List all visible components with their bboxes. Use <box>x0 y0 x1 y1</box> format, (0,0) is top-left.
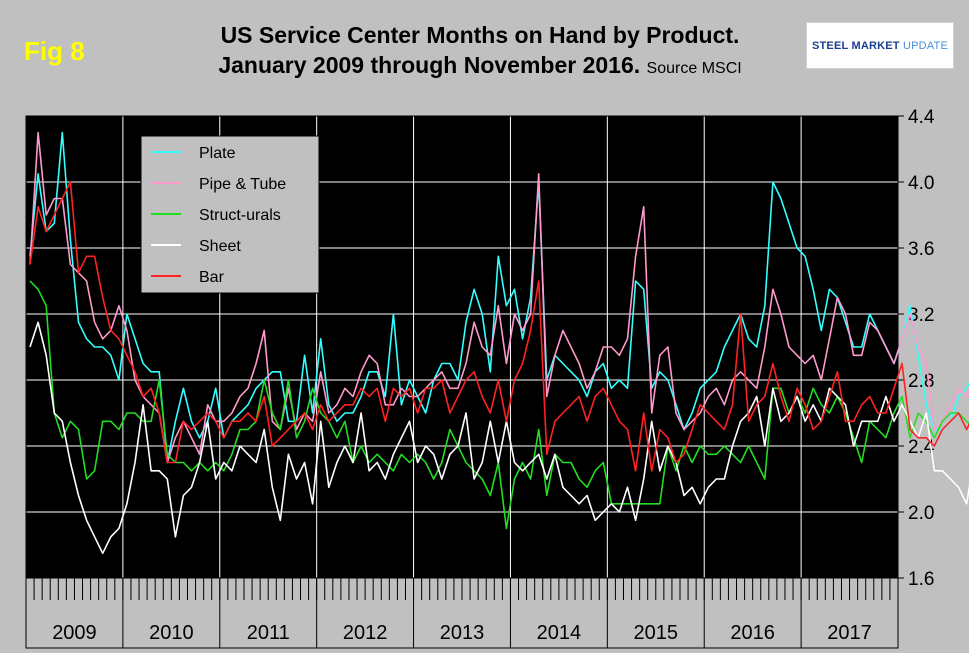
title-line-2: January 2009 through November 2016. Sour… <box>160 50 800 84</box>
figure-label: Fig 8 <box>24 36 85 66</box>
logo-text: STEEL MARKET UPDATE <box>812 40 948 52</box>
title-line-1: US Service Center Months on Hand by Prod… <box>220 22 740 48</box>
legend-label: Pipe & Tube <box>199 176 286 193</box>
y-tick-label: 4.0 <box>908 173 934 194</box>
x-tick-label: 2013 <box>440 622 485 644</box>
series-line-bar <box>29 181 969 472</box>
x-tick-label: 2010 <box>149 622 194 644</box>
x-tick-label: 2009 <box>52 622 97 644</box>
legend-label: Struct-urals <box>199 207 281 224</box>
legend-label: Bar <box>199 269 225 286</box>
title-date-range: January 2009 through November 2016. <box>218 52 641 78</box>
logo-text-part1: STEEL MARKET <box>811 39 900 52</box>
legend-label: Plate <box>199 145 236 162</box>
series-line-struct-urals <box>29 280 969 530</box>
series-line-pipe-tube <box>29 131 969 464</box>
y-tick-label: 4.4 <box>908 107 935 128</box>
series-line-sheet <box>29 321 969 555</box>
y-tick-label: 2.4 <box>908 437 935 458</box>
x-tick-label: 2012 <box>343 622 388 644</box>
plot-frame <box>25 115 899 579</box>
title-source: Source MSCI <box>646 60 742 77</box>
x-tick-label: 2016 <box>730 622 775 644</box>
y-tick-label: 1.6 <box>908 569 934 590</box>
chart-title: US Service Center Months on Hand by Prod… <box>160 20 800 84</box>
steel-market-update-logo: STEEL MARKET UPDATE <box>806 22 954 69</box>
y-tick-label: 3.2 <box>908 305 934 326</box>
x-tick-label: 2014 <box>537 622 582 644</box>
y-tick-label: 2.0 <box>908 503 934 524</box>
x-tick-label: 2017 <box>827 622 872 644</box>
logo-text-part2: UPDATE <box>903 39 949 52</box>
y-tick-label: 3.6 <box>908 239 934 260</box>
x-tick-label: 2011 <box>247 622 290 644</box>
series-line-plate <box>29 131 969 464</box>
legend-label: Sheet <box>199 238 241 255</box>
x-tick-label: 2015 <box>634 622 679 644</box>
